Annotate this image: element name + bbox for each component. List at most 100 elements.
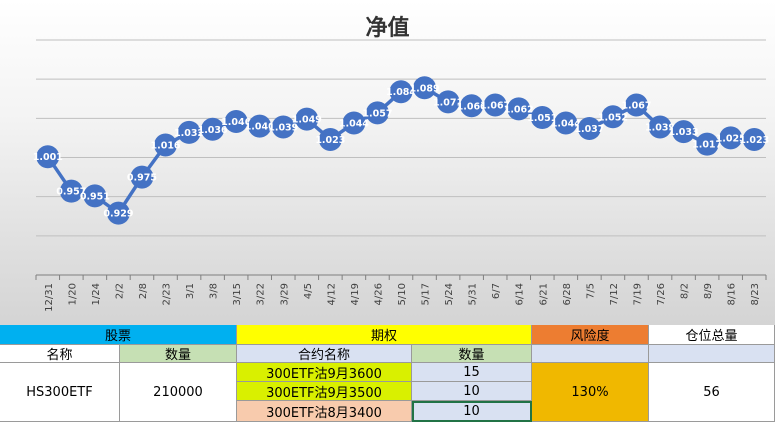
option-contract-cell[interactable]: 300ETF沽9月3600 [237,363,412,382]
data-point [624,93,648,117]
data-point [365,101,389,125]
data-point [318,127,342,151]
data-label: 1.033 [669,127,699,138]
data-label: 1.039 [268,122,298,133]
data-label: 1.062 [504,104,534,115]
data-label: 1.051 [527,113,557,124]
data-label: 1.052 [598,112,628,123]
data-point [201,117,225,141]
x-tick-label: 6/14 [515,283,526,305]
x-tick-label: 8/23 [750,283,761,305]
data-label: 0.929 [103,209,133,220]
option-contract-cell[interactable]: 300ETF沽9月3500 [237,382,412,401]
risk-value-cell[interactable]: 130% [532,363,649,422]
data-label: 1.023 [739,135,769,146]
x-tick-label: 2/23 [162,283,173,305]
x-tick-label: 2/2 [114,283,125,299]
data-label: 1.032 [174,128,204,139]
data-point [224,109,248,133]
x-tick-label: 5/24 [444,283,455,305]
data-point [695,132,719,156]
x-tick-label: 3/15 [232,283,243,305]
position-section-header[interactable]: 仓位总量 [649,325,775,345]
data-label: 1.067 [480,101,510,112]
x-tick-label: 7/26 [656,283,667,305]
chart-area[interactable]: 净值 1.001 0.957 0.951 0.929 0.975 1.016 1.032 1.… [0,0,775,325]
data-point [577,117,601,141]
x-tick-label: 8/16 [727,283,738,305]
x-tick-label: 1/24 [91,283,102,305]
data-point [554,111,578,135]
x-tick-label: 8/9 [703,283,714,299]
x-tick-label: 3/8 [209,283,220,299]
data-label: 1.040 [245,122,275,133]
x-tick-label: 5/17 [421,283,432,305]
x-tick-label: 2/8 [138,283,149,299]
data-label: 1.089 [410,83,440,94]
position-value-cell[interactable]: 56 [649,363,775,422]
data-label: 0.951 [80,191,110,202]
data-label: 0.957 [56,187,86,198]
data-point [601,105,625,129]
data-label: 1.057 [362,108,392,119]
data-label: 1.017 [692,140,722,151]
data-label: 1.001 [33,152,63,163]
data-point [389,80,413,104]
data-label: 1.049 [292,115,322,126]
risk-section-header[interactable]: 风险度 [532,325,649,345]
data-label: 1.067 [621,101,651,112]
x-tick-label: 7/19 [632,283,643,305]
data-label: 1.044 [551,119,581,130]
data-point [106,201,130,225]
option-qty-header[interactable]: 数量 [412,345,532,363]
x-tick-label: 7/12 [609,283,620,305]
data-label: 1.016 [150,140,180,151]
data-point [436,90,460,114]
x-tick-label: 5/31 [468,283,479,305]
data-point [530,106,554,130]
option-contract-cell[interactable]: 300ETF沽8月3400 [237,401,412,422]
data-point [130,165,154,189]
x-tick-label: 6/7 [491,283,502,299]
data-label: 0.975 [127,173,157,184]
risk-subheader-cell[interactable] [532,345,649,363]
data-label: 1.039 [645,122,675,133]
stock-qty-cell[interactable]: 210000 [120,363,237,422]
x-tick-label: 4/19 [350,283,361,305]
x-tick-label: 1/20 [67,283,78,305]
data-point [672,120,696,144]
chart-title: 净值 [365,16,410,41]
stock-section-header[interactable]: 股票 [0,325,237,345]
option-qty-cell[interactable]: 10 [412,382,532,401]
data-label: 1.044 [339,119,369,130]
x-tick-label: 12/31 [44,283,55,312]
option-qty-cell-selected[interactable]: 10 [412,401,532,422]
data-point [271,115,295,139]
data-point [460,94,484,118]
x-tick-label: 3/29 [279,283,290,305]
x-tick-label: 4/26 [373,283,384,305]
stock-name-cell[interactable]: HS300ETF [0,363,120,422]
x-tick-label: 7/5 [585,283,596,299]
data-label: 1.071 [433,97,463,108]
data-label: 1.084 [386,87,416,98]
x-tick-label: 6/21 [538,283,549,305]
data-label: 1.037 [574,124,604,135]
data-point [248,114,272,138]
option-section-header[interactable]: 期权 [237,325,532,345]
data-point [742,127,766,151]
x-tick-label: 4/12 [326,283,337,305]
stock-qty-header[interactable]: 数量 [120,345,237,363]
option-qty-cell[interactable]: 15 [412,363,532,382]
contract-name-header[interactable]: 合约名称 [237,345,412,363]
position-subheader-cell[interactable] [649,345,775,363]
data-point [154,133,178,157]
data-point [295,107,319,131]
data-point [177,120,201,144]
data-point [83,184,107,208]
stock-name-header[interactable]: 名称 [0,345,120,363]
x-tick-label: 3/1 [185,283,196,299]
x-tick-label: 6/28 [562,283,573,305]
data-point [648,115,672,139]
